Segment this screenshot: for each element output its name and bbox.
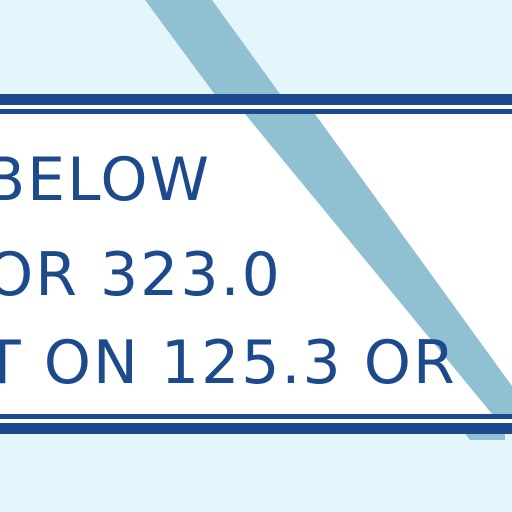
notice-box: [0, 94, 512, 434]
notice-box-gap: [0, 105, 512, 423]
notice-line-3: T ON 125.3 OR: [0, 328, 457, 398]
notice-box-background: [0, 114, 512, 414]
notice-box-outer-border: [0, 94, 512, 434]
notice-box-inner-border: [0, 109, 512, 419]
notice-line-2: OR 323.0: [0, 240, 282, 310]
notice-line-1: BELOW: [0, 145, 211, 215]
